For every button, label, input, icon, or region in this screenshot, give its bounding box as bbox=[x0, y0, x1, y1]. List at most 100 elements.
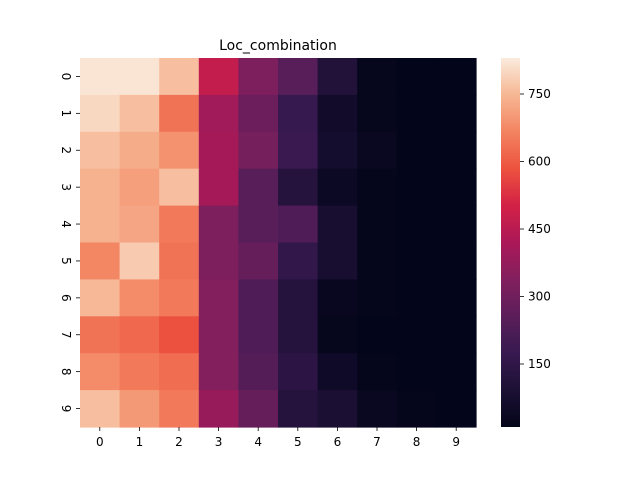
heatmap-cell-r9-c6 bbox=[317, 390, 358, 428]
heatmap-cell-r3-c0 bbox=[80, 168, 121, 207]
heatmap-cell-r6-c5 bbox=[278, 279, 319, 317]
heatmap-cell-r3-c2 bbox=[159, 168, 200, 207]
heatmap-cell-r9-c9 bbox=[436, 390, 477, 428]
x-tick-label: 4 bbox=[254, 435, 262, 449]
heatmap-cell-r7-c4 bbox=[238, 316, 279, 354]
heatmap-cell-r9-c5 bbox=[278, 390, 319, 428]
heatmap-cell-r2-c7 bbox=[357, 131, 398, 170]
heatmap-cell-r6-c3 bbox=[198, 279, 239, 317]
y-tick-label: 2 bbox=[59, 146, 73, 154]
x-tick-label: 6 bbox=[334, 435, 342, 449]
y-tick-label: 5 bbox=[59, 257, 73, 265]
heatmap-cell-r2-c8 bbox=[396, 131, 437, 170]
y-axis: 0 1 2 3 4 5 6 7 8 9 bbox=[59, 73, 80, 413]
y-tick-label: 1 bbox=[59, 110, 73, 118]
heatmap-cell-r2-c1 bbox=[119, 131, 160, 170]
heatmap-cell-r4-c8 bbox=[396, 205, 437, 244]
heatmap-cell-r8-c8 bbox=[396, 353, 437, 391]
heatmap-cell-r7-c3 bbox=[198, 316, 239, 354]
heatmap-cell-r4-c5 bbox=[278, 205, 319, 244]
heatmap-cell-r5-c7 bbox=[357, 242, 398, 280]
heatmap-cell-r4-c7 bbox=[357, 205, 398, 244]
heatmap-cells bbox=[80, 58, 477, 428]
heatmap-cell-r9-c7 bbox=[357, 390, 398, 428]
x-tick-label: 8 bbox=[413, 435, 421, 449]
chart-title: Loc_combination bbox=[219, 38, 337, 54]
colorbar-tick-label: 750 bbox=[528, 87, 551, 101]
y-tick-label: 0 bbox=[59, 73, 73, 81]
heatmap-cell-r8-c5 bbox=[278, 353, 319, 391]
heatmap-cell-r9-c8 bbox=[396, 390, 437, 428]
x-tick-label: 1 bbox=[136, 435, 144, 449]
heatmap-cell-r2-c3 bbox=[198, 131, 239, 170]
y-tick-label: 6 bbox=[59, 294, 73, 302]
heatmap-cell-r8-c3 bbox=[198, 353, 239, 391]
heatmap-cell-r8-c6 bbox=[317, 353, 358, 391]
heatmap-cell-r2-c6 bbox=[317, 131, 358, 170]
heatmap-cell-r1-c3 bbox=[198, 94, 239, 133]
heatmap-cell-r2-c4 bbox=[238, 131, 279, 170]
y-tick-label: 3 bbox=[59, 183, 73, 191]
heatmap-cell-r4-c6 bbox=[317, 205, 358, 244]
heatmap-cell-r0-c2 bbox=[159, 58, 200, 96]
heatmap-cell-r7-c7 bbox=[357, 316, 398, 354]
heatmap-cell-r4-c4 bbox=[238, 205, 279, 244]
heatmap-cell-r7-c6 bbox=[317, 316, 358, 354]
heatmap-cell-r9-c0 bbox=[80, 390, 121, 428]
colorbar bbox=[501, 58, 520, 427]
heatmap-cell-r3-c6 bbox=[317, 168, 358, 207]
heatmap-cell-r2-c5 bbox=[278, 131, 319, 170]
heatmap-cell-r9-c4 bbox=[238, 390, 279, 428]
heatmap-cell-r8-c7 bbox=[357, 353, 398, 391]
x-tick-label: 5 bbox=[294, 435, 302, 449]
heatmap-cell-r6-c8 bbox=[396, 279, 437, 317]
heatmap-cell-r6-c6 bbox=[317, 279, 358, 317]
heatmap-cell-r3-c7 bbox=[357, 168, 398, 207]
heatmap-cell-r7-c9 bbox=[436, 316, 477, 354]
heatmap-cell-r1-c4 bbox=[238, 94, 279, 133]
heatmap-cell-r5-c0 bbox=[80, 242, 121, 280]
heatmap-cell-r7-c1 bbox=[119, 316, 160, 354]
heatmap-cell-r9-c1 bbox=[119, 390, 160, 428]
heatmap-cell-r2-c2 bbox=[159, 131, 200, 170]
y-tick-label: 8 bbox=[59, 368, 73, 376]
heatmap-cell-r5-c2 bbox=[159, 242, 200, 280]
heatmap-cell-r0-c3 bbox=[198, 58, 239, 96]
heatmap-cell-r9-c2 bbox=[159, 390, 200, 428]
heatmap-cell-r6-c2 bbox=[159, 279, 200, 317]
heatmap-cell-r8-c2 bbox=[159, 353, 200, 391]
heatmap-cell-r1-c1 bbox=[119, 94, 160, 133]
colorbar-tick-label: 600 bbox=[528, 155, 551, 169]
colorbar-tick-label: 150 bbox=[528, 357, 551, 371]
heatmap-cell-r8-c9 bbox=[436, 353, 477, 391]
heatmap-cell-r1-c9 bbox=[436, 94, 477, 133]
heatmap-cell-r3-c4 bbox=[238, 168, 279, 207]
heatmap-cell-r0-c4 bbox=[238, 58, 279, 96]
y-tick-label: 9 bbox=[59, 405, 73, 413]
heatmap-cell-r8-c0 bbox=[80, 353, 121, 391]
x-tick-label: 7 bbox=[373, 435, 381, 449]
x-axis: 0 1 2 3 4 5 6 7 8 9 bbox=[96, 427, 460, 449]
heatmap-cell-r0-c0 bbox=[80, 58, 121, 96]
heatmap-cell-r6-c7 bbox=[357, 279, 398, 317]
heatmap-cell-r3-c9 bbox=[436, 168, 477, 207]
heatmap-cell-r5-c5 bbox=[278, 242, 319, 280]
heatmap-cell-r0-c9 bbox=[436, 58, 477, 96]
heatmap-cell-r0-c5 bbox=[278, 58, 319, 96]
colorbar-tick-label: 450 bbox=[528, 222, 551, 236]
heatmap-cell-r7-c5 bbox=[278, 316, 319, 354]
heatmap-cell-r3-c3 bbox=[198, 168, 239, 207]
heatmap-cell-r5-c6 bbox=[317, 242, 358, 280]
heatmap-cell-r5-c8 bbox=[396, 242, 437, 280]
heatmap-cell-r5-c4 bbox=[238, 242, 279, 280]
heatmap-cell-r1-c7 bbox=[357, 94, 398, 133]
heatmap-cell-r1-c2 bbox=[159, 94, 200, 133]
heatmap-cell-r0-c7 bbox=[357, 58, 398, 96]
y-tick-label: 4 bbox=[59, 220, 73, 228]
heatmap-cell-r4-c9 bbox=[436, 205, 477, 244]
heatmap-cell-r0-c8 bbox=[396, 58, 437, 96]
heatmap-cell-r6-c4 bbox=[238, 279, 279, 317]
heatmap-cell-r0-c6 bbox=[317, 58, 358, 96]
heatmap-cell-r3-c5 bbox=[278, 168, 319, 207]
x-tick-label: 2 bbox=[175, 435, 183, 449]
